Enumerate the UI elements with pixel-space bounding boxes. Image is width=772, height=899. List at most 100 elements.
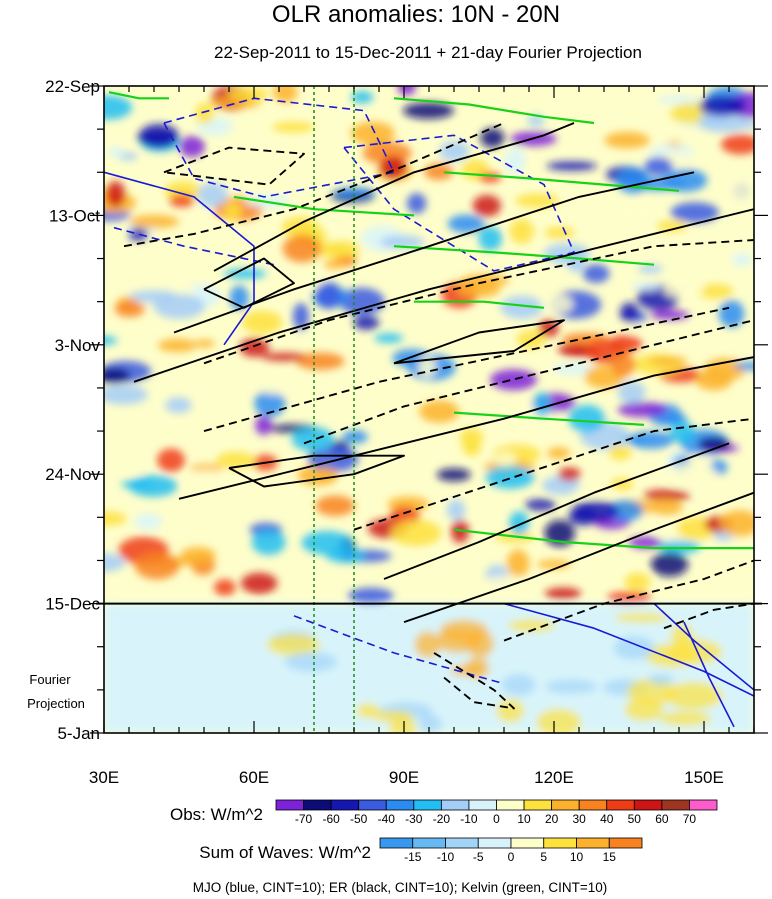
anomaly-cell bbox=[194, 103, 215, 124]
obs-colorbar: -70 -60 -50 -40 -30 -20 -10 0 10 20 30 40 50 60 70 bbox=[275, 799, 718, 826]
mjo-contour bbox=[104, 171, 255, 346]
waves-colorbar: -15 -10 -5 0 5 10 15 bbox=[379, 837, 643, 864]
anomaly-cell bbox=[104, 553, 126, 572]
anomaly-cell bbox=[446, 499, 466, 521]
anomaly-cell bbox=[504, 147, 526, 174]
colorbar-swatch bbox=[551, 799, 580, 811]
chart-footnote: MJO (blue, CINT=10); ER (black, CINT=10)… bbox=[193, 880, 608, 895]
anomaly-cell bbox=[734, 362, 754, 371]
x-tick-label: 60E bbox=[239, 768, 269, 787]
y-axis: 22-Sep 13-Oct 3-Nov 24-Nov 15-Dec 5-Jan bbox=[45, 77, 768, 743]
anomaly-cell bbox=[650, 310, 690, 320]
anomaly-cell bbox=[254, 389, 286, 418]
anomaly-cell bbox=[169, 194, 195, 208]
anomaly-cell bbox=[295, 352, 345, 370]
er-dashed-contour bbox=[123, 122, 505, 248]
colorbar-swatch bbox=[330, 799, 360, 811]
anomaly-cell bbox=[350, 121, 395, 145]
anomaly-cell bbox=[391, 519, 442, 546]
colorbar-swatch bbox=[468, 799, 497, 811]
kelvin-contour bbox=[443, 171, 680, 192]
anomaly-cell bbox=[315, 281, 342, 309]
projection-cell bbox=[370, 710, 414, 722]
colorbar-swatch bbox=[440, 799, 470, 811]
kelvin-contour bbox=[393, 245, 655, 266]
anomaly-cell bbox=[657, 540, 701, 554]
kelvin-contour bbox=[414, 300, 545, 309]
mjo-contour bbox=[653, 603, 754, 691]
projection-cell bbox=[419, 714, 442, 733]
chart-title: OLR anomalies: 10N - 20N bbox=[272, 1, 560, 28]
colorbar-swatch bbox=[413, 799, 442, 811]
anomaly-cell bbox=[281, 216, 320, 239]
colorbar-swatch bbox=[608, 837, 643, 849]
colorbar-swatch bbox=[379, 837, 414, 849]
anomaly-cell bbox=[291, 426, 335, 452]
waves-colorbar-label: Sum of Waves: W/m^2 bbox=[199, 843, 371, 862]
anomaly-cell bbox=[104, 367, 131, 384]
chart-subtitle: 22-Sep-2011 to 15-Dec-2011 + 21-day Four… bbox=[214, 43, 642, 62]
mjo-dashed-contour bbox=[343, 134, 575, 272]
anomaly-cell bbox=[419, 400, 460, 423]
anomaly-cell bbox=[617, 402, 668, 418]
anomaly-cell bbox=[500, 295, 544, 319]
anomaly-cell bbox=[316, 241, 345, 258]
er-dashed-contour bbox=[433, 652, 515, 710]
er-contour bbox=[133, 208, 754, 383]
kelvin-contour bbox=[453, 411, 645, 426]
anomaly-cell bbox=[627, 431, 674, 449]
anomaly-cell bbox=[720, 235, 754, 256]
anomaly-cell bbox=[572, 500, 619, 522]
anomaly-cell bbox=[656, 220, 688, 232]
colorbar-tick-label: 20 bbox=[545, 812, 559, 826]
er-dashed-contour bbox=[503, 559, 754, 642]
er-dashed-contour bbox=[163, 146, 305, 186]
anomaly-cell bbox=[180, 546, 216, 565]
er-contour bbox=[403, 491, 754, 623]
anomaly-cell bbox=[624, 572, 651, 591]
anomaly-cell bbox=[227, 87, 269, 102]
projection-cell bbox=[624, 698, 664, 722]
x-axis: 30E 60E 90E 120E 150E bbox=[89, 86, 755, 787]
anomaly-cell bbox=[650, 499, 683, 515]
obs-colorbar-label: Obs: W/m^2 bbox=[170, 805, 263, 824]
wave-contours bbox=[104, 91, 754, 728]
anomaly-cell bbox=[552, 363, 597, 375]
projection-cell bbox=[501, 673, 536, 696]
anomaly-cell bbox=[669, 421, 696, 444]
er-contour bbox=[213, 122, 575, 272]
anomaly-cell bbox=[718, 300, 745, 328]
anomaly-cell bbox=[241, 310, 283, 334]
er-dashed-contour bbox=[203, 239, 754, 365]
anomaly-cell bbox=[223, 268, 267, 279]
anomaly-cell bbox=[546, 161, 597, 171]
anomaly-cell bbox=[128, 214, 180, 229]
anomaly-cell bbox=[197, 182, 228, 208]
projection-cell bbox=[664, 681, 723, 710]
mjo-contour bbox=[683, 621, 735, 728]
anomaly-cell bbox=[604, 131, 650, 149]
anomaly-cell bbox=[165, 397, 192, 414]
anomaly-cell bbox=[406, 193, 427, 214]
anomaly-cell bbox=[123, 457, 147, 475]
anomaly-cell bbox=[104, 511, 127, 526]
colorbar-tick-label: -10 bbox=[460, 812, 478, 826]
anomaly-cell bbox=[374, 333, 404, 343]
anomaly-cell bbox=[190, 464, 223, 473]
anomaly-cell bbox=[179, 135, 206, 158]
anomaly-cell bbox=[215, 451, 256, 469]
colorbar-tick-label: 5 bbox=[540, 850, 547, 864]
colorbar-swatch bbox=[358, 799, 387, 811]
anomaly-cell bbox=[670, 202, 719, 223]
colorbar-tick-label: -50 bbox=[350, 812, 368, 826]
anomaly-cell bbox=[447, 214, 485, 233]
anomaly-cell bbox=[509, 511, 529, 536]
colorbar-swatch bbox=[275, 799, 304, 811]
projection-cell bbox=[645, 643, 698, 668]
anomaly-cell bbox=[547, 447, 571, 459]
anomaly-cell bbox=[617, 381, 646, 404]
colorbar-swatch bbox=[689, 799, 718, 811]
anomaly-cell bbox=[325, 548, 366, 563]
anomaly-cell bbox=[134, 552, 180, 580]
x-tick-label: 90E bbox=[389, 768, 419, 787]
